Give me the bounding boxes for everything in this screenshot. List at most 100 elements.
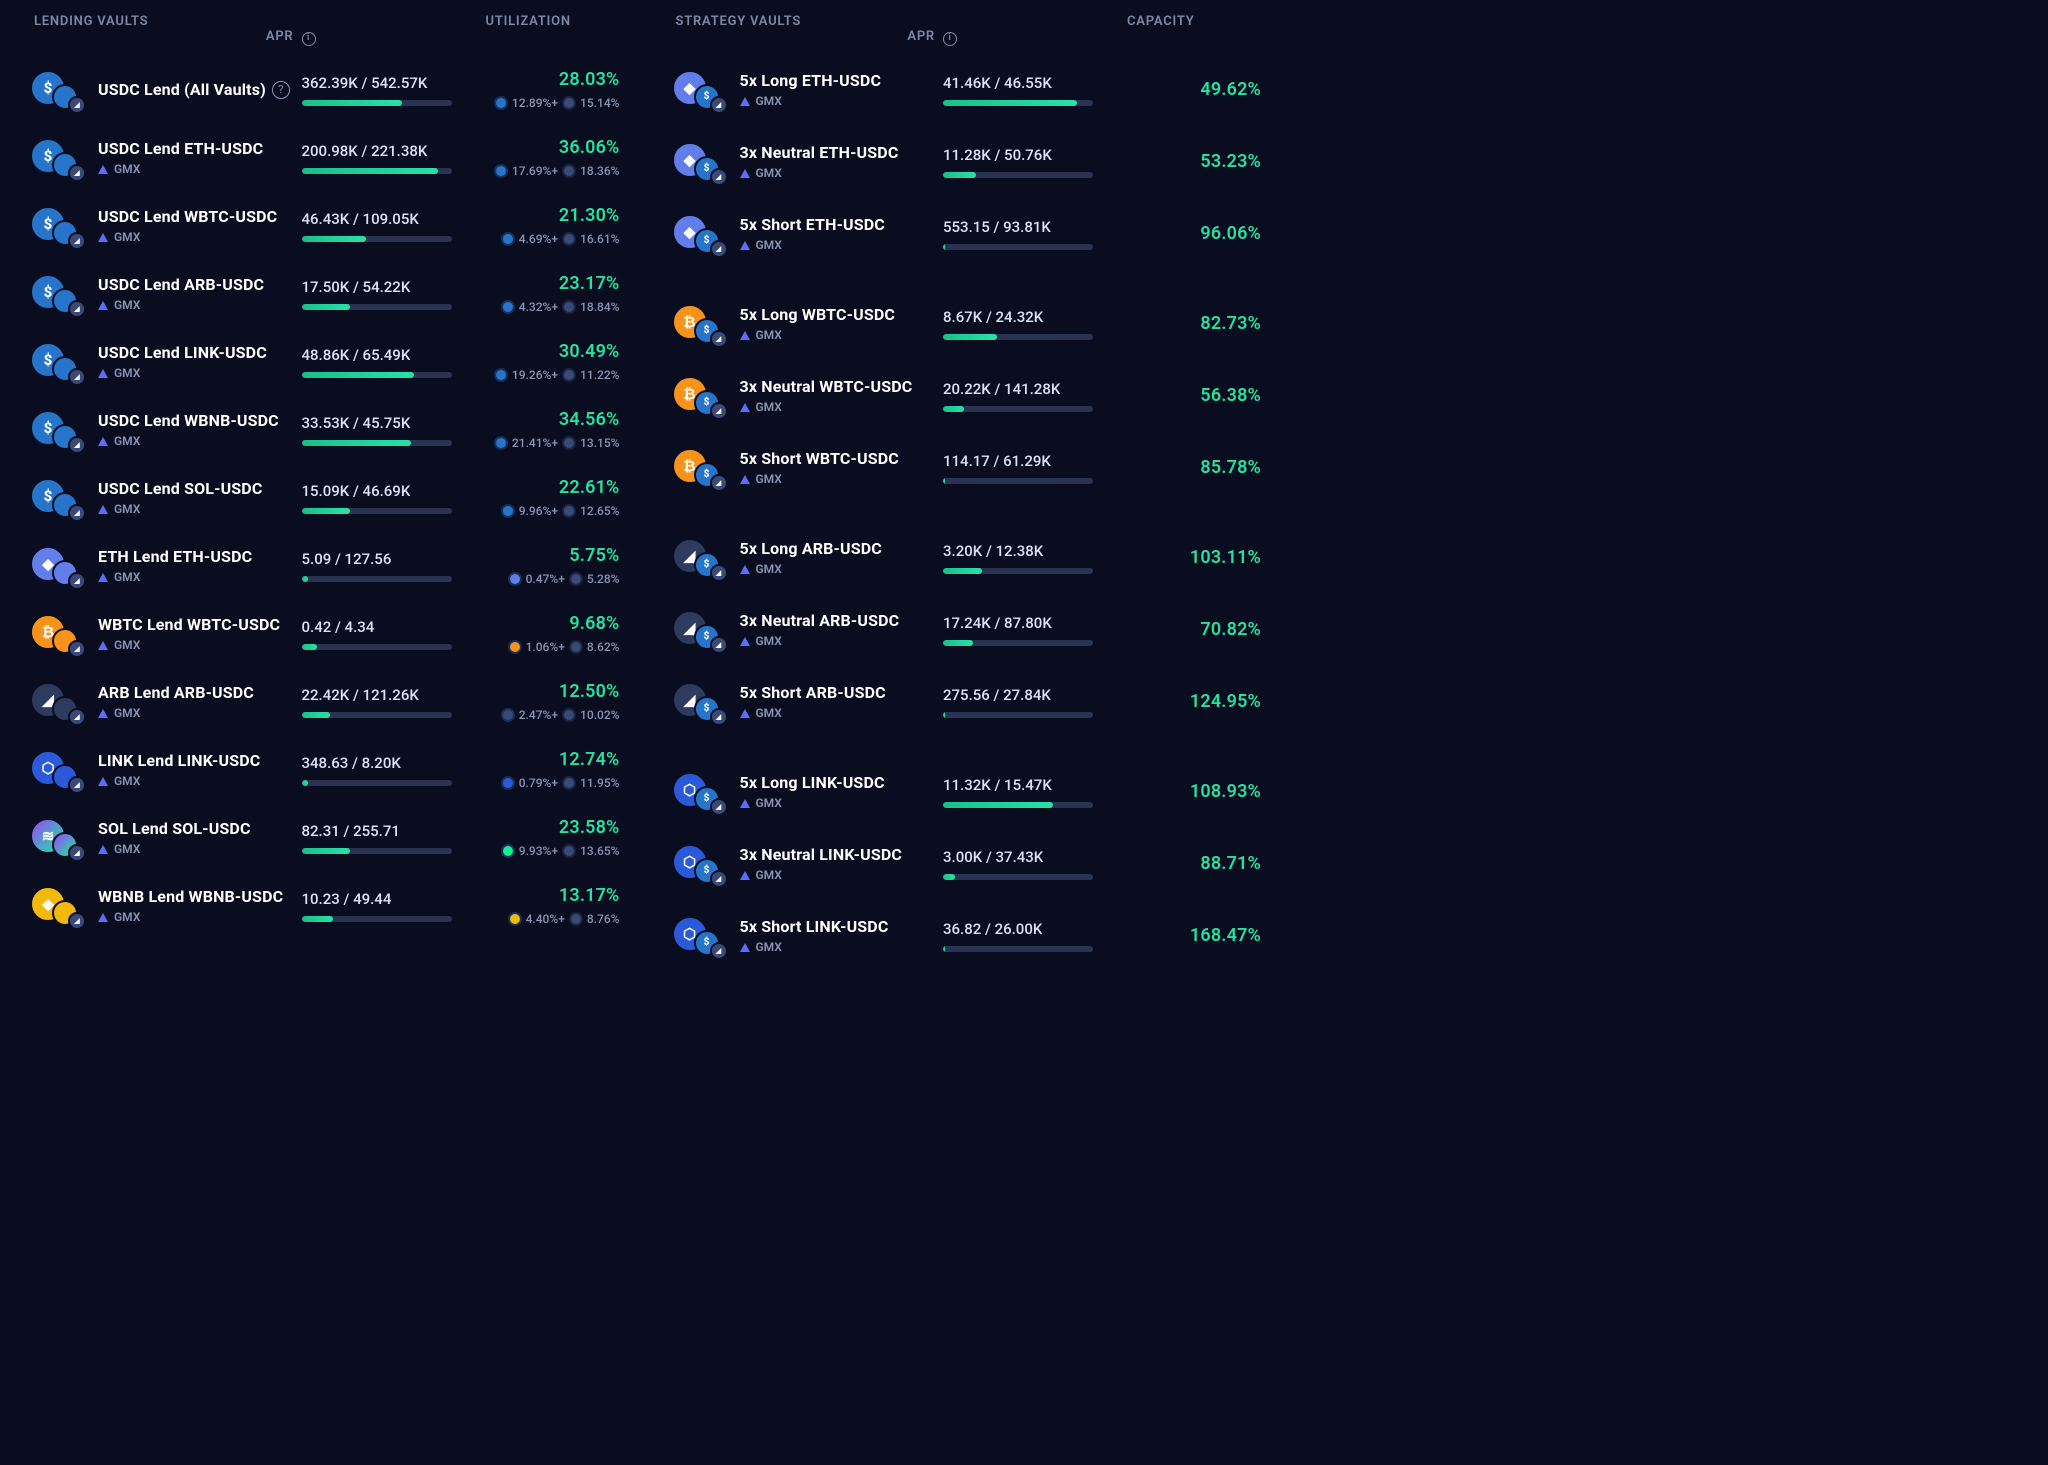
vault-name-cell: 5x Long ETH-USDC GMX xyxy=(740,71,936,108)
utilization-value: 362.39K / 542.57K xyxy=(302,74,472,92)
apr-value: 108.93% xyxy=(1121,781,1261,802)
vault-name-cell: 3x Neutral LINK-USDC GMX xyxy=(740,845,936,882)
vault-title: USDC Lend SOL-USDC xyxy=(98,479,294,498)
gmx-icon xyxy=(98,165,108,174)
apr-info-icon[interactable]: i xyxy=(943,32,957,46)
platform-label: GMX xyxy=(740,796,936,810)
platform-badge-icon: ◢ xyxy=(68,912,86,930)
apr-source-2-icon xyxy=(569,640,583,654)
apr-source-2-icon xyxy=(562,164,576,178)
platform-badge-icon: ◢ xyxy=(710,168,728,186)
strategy-row[interactable]: ₿ $ ◢ 5x Short WBTC-USDC GMX 114.17 / 61… xyxy=(666,434,1268,506)
platform-label: GMX xyxy=(740,400,936,414)
utilization-cell: 46.43K / 109.05K xyxy=(302,210,472,242)
apr-value: 23.58% xyxy=(480,817,620,838)
apr-breakdown: 1.06%+ 8.62% xyxy=(480,640,620,654)
platform-label: GMX xyxy=(740,706,936,720)
platform-badge-icon: ◢ xyxy=(710,330,728,348)
help-icon[interactable]: ? xyxy=(272,81,290,99)
vault-title: 5x Short ETH-USDC xyxy=(740,215,936,234)
lending-row[interactable]: ⬡ ◢ LINK Lend LINK-USDC GMX 348.63 / 8.2… xyxy=(24,736,626,804)
strategy-row[interactable]: ◢ $ ◢ 5x Short ARB-USDC GMX 275.56 / 27.… xyxy=(666,668,1268,740)
gmx-icon xyxy=(98,437,108,446)
gmx-icon xyxy=(98,641,108,650)
lending-row[interactable]: ₿ ◢ WBTC Lend WBTC-USDC GMX 0.42 / 4.34 … xyxy=(24,600,626,668)
utilization-bar xyxy=(302,780,452,786)
lending-row[interactable]: ◆ ◢ ETH Lend ETH-USDC GMX 5.09 / 127.56 … xyxy=(24,532,626,600)
capacity-cell: 11.28K / 50.76K xyxy=(943,146,1113,178)
vault-title: 3x Neutral LINK-USDC xyxy=(740,845,936,864)
strategy-row[interactable]: ⬡ $ ◢ 5x Long LINK-USDC GMX 11.32K / 15.… xyxy=(666,758,1268,830)
token-cluster: ₿ $ ◢ xyxy=(672,302,728,346)
utilization-value: 33.53K / 45.75K xyxy=(302,414,472,432)
lending-row[interactable]: ◈ ◢ WBNB Lend WBNB-USDC GMX 10.23 / 49.4… xyxy=(24,872,626,940)
capacity-bar xyxy=(943,802,1093,808)
strategy-column: STRATEGY VAULTS CAPACITY APR i ◆ $ ◢ 5x … xyxy=(666,14,1268,974)
lending-row[interactable]: $ ◢ USDC Lend WBTC-USDC GMX 46.43K / 109… xyxy=(24,192,626,260)
apr-value: 82.73% xyxy=(1121,313,1261,334)
apr-breakdown: 4.69%+ 16.61% xyxy=(480,232,620,246)
strategy-row[interactable]: ◆ $ ◢ 3x Neutral ETH-USDC GMX 11.28K / 5… xyxy=(666,128,1268,200)
utilization-cell: 33.53K / 45.75K xyxy=(302,414,472,446)
lending-row[interactable]: $ ◢ USDC Lend SOL-USDC GMX 15.09K / 46.6… xyxy=(24,464,626,532)
lending-row[interactable]: $ ◢ USDC Lend (All Vaults) ? 362.39K / 5… xyxy=(24,56,626,124)
capacity-value: 3.00K / 37.43K xyxy=(943,848,1113,866)
lending-row[interactable]: $ ◢ USDC Lend WBNB-USDC GMX 33.53K / 45.… xyxy=(24,396,626,464)
vault-name-cell: 5x Long ARB-USDC GMX xyxy=(740,539,936,576)
lending-row[interactable]: $ ◢ USDC Lend LINK-USDC GMX 48.86K / 65.… xyxy=(24,328,626,396)
platform-label: GMX xyxy=(98,298,294,312)
apr-cell: 30.49% 19.26%+ 11.22% xyxy=(480,341,620,382)
lending-row[interactable]: ≋ ◢ SOL Lend SOL-USDC GMX 82.31 / 255.71… xyxy=(24,804,626,872)
apr-source-1-icon xyxy=(494,164,508,178)
apr-info-icon[interactable]: i xyxy=(302,32,316,46)
apr-source-2-icon xyxy=(562,300,576,314)
apr-value: 168.47% xyxy=(1121,925,1261,946)
platform-badge-icon: ◢ xyxy=(68,844,86,862)
vault-name-cell: 3x Neutral ARB-USDC GMX xyxy=(740,611,936,648)
apr-source-2-icon xyxy=(569,572,583,586)
apr-cell: 168.47% xyxy=(1121,925,1261,946)
lending-row[interactable]: $ ◢ USDC Lend ARB-USDC GMX 17.50K / 54.2… xyxy=(24,260,626,328)
header-strategy-vaults: STRATEGY VAULTS xyxy=(672,14,1128,29)
apr-value: 88.71% xyxy=(1121,853,1261,874)
apr-source-1-icon xyxy=(501,232,515,246)
strategy-row[interactable]: ◢ $ ◢ 5x Long ARB-USDC GMX 3.20K / 12.38… xyxy=(666,524,1268,596)
strategy-row[interactable]: ◢ $ ◢ 3x Neutral ARB-USDC GMX 17.24K / 8… xyxy=(666,596,1268,668)
platform-label: GMX xyxy=(98,706,294,720)
apr-value: 12.74% xyxy=(480,749,620,770)
capacity-value: 275.56 / 27.84K xyxy=(943,686,1113,704)
utilization-bar xyxy=(302,576,452,582)
apr-cell: 12.74% 0.79%+ 11.95% xyxy=(480,749,620,790)
strategy-row[interactable]: ₿ $ ◢ 5x Long WBTC-USDC GMX 8.67K / 24.3… xyxy=(666,290,1268,362)
platform-badge-icon: ◢ xyxy=(710,708,728,726)
capacity-bar xyxy=(943,172,1093,178)
apr-source-2-icon xyxy=(569,912,583,926)
capacity-value: 114.17 / 61.29K xyxy=(943,452,1113,470)
lending-row[interactable]: ◢ ◢ ARB Lend ARB-USDC GMX 22.42K / 121.2… xyxy=(24,668,626,736)
vault-title: 5x Short WBTC-USDC xyxy=(740,449,936,468)
platform-label: GMX xyxy=(740,238,936,252)
strategy-row[interactable]: ⬡ $ ◢ 3x Neutral LINK-USDC GMX 3.00K / 3… xyxy=(666,830,1268,902)
token-cluster: $ ◢ xyxy=(30,408,86,452)
header-capacity: CAPACITY xyxy=(1127,14,1267,29)
strategy-row[interactable]: ⬡ $ ◢ 5x Short LINK-USDC GMX 36.82 / 26.… xyxy=(666,902,1268,974)
apr-source-1-icon xyxy=(508,640,522,654)
utilization-value: 10.23 / 49.44 xyxy=(302,890,472,908)
platform-badge-icon: ◢ xyxy=(68,436,86,454)
strategy-row[interactable]: ◆ $ ◢ 5x Short ETH-USDC GMX 553.15 / 93.… xyxy=(666,200,1268,272)
utilization-cell: 10.23 / 49.44 xyxy=(302,890,472,922)
group-spacer xyxy=(666,740,1268,758)
vault-title: SOL Lend SOL-USDC xyxy=(98,819,294,838)
capacity-cell: 17.24K / 87.80K xyxy=(943,614,1113,646)
strategy-row[interactable]: ◆ $ ◢ 5x Long ETH-USDC GMX 41.46K / 46.5… xyxy=(666,56,1268,128)
strategy-row[interactable]: ₿ $ ◢ 3x Neutral WBTC-USDC GMX 20.22K / … xyxy=(666,362,1268,434)
platform-label: GMX xyxy=(740,868,936,882)
lending-row[interactable]: $ ◢ USDC Lend ETH-USDC GMX 200.98K / 221… xyxy=(24,124,626,192)
apr-breakdown: 17.69%+ 18.36% xyxy=(480,164,620,178)
gmx-icon xyxy=(98,233,108,242)
apr-breakdown: 4.40%+ 8.76% xyxy=(480,912,620,926)
platform-badge-icon: ◢ xyxy=(710,474,728,492)
vault-title: 3x Neutral ARB-USDC xyxy=(740,611,936,630)
platform-badge-icon: ◢ xyxy=(68,776,86,794)
gmx-icon xyxy=(740,97,750,106)
